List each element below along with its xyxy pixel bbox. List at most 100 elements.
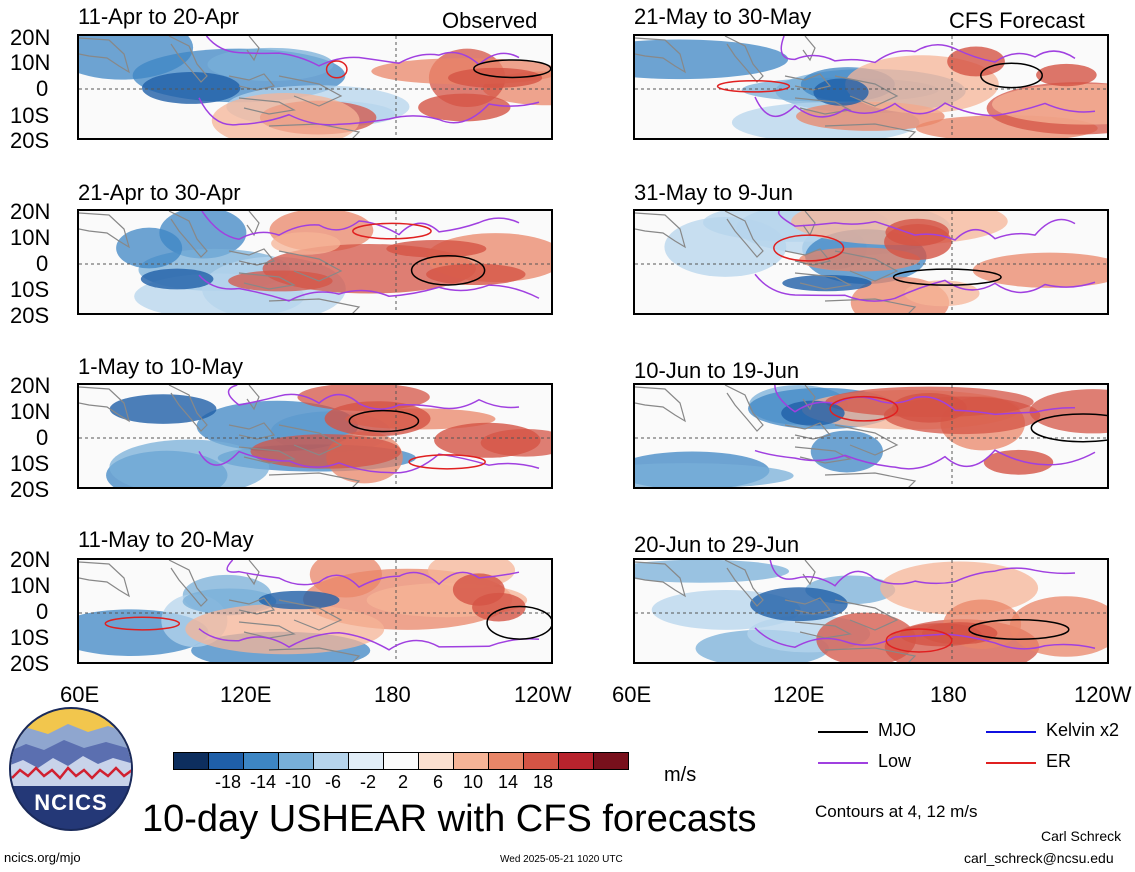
coastline: [79, 386, 130, 423]
coastline: [238, 272, 296, 290]
panel-title-right-2: 31-May to 9-Jun: [634, 180, 793, 205]
anomaly-core: [448, 67, 543, 88]
anomaly-core: [426, 263, 526, 286]
colorbar-label: 2: [397, 772, 408, 792]
anomaly-shading: [109, 439, 270, 487]
er-contour: [408, 454, 486, 470]
colorbar-swatch: [383, 752, 419, 770]
anomaly-core: [324, 401, 431, 437]
coastline: [168, 36, 208, 83]
er-contour: [325, 60, 348, 79]
anomaly-core: [983, 449, 1054, 475]
coastline: [168, 560, 208, 607]
panel-title-left-4: 11-May to 20-May: [78, 527, 254, 552]
mjo-contour: [1030, 413, 1107, 443]
colorbar-units: m/s: [664, 764, 697, 786]
anomaly-core: [781, 400, 845, 426]
colorbar-swatch: [173, 752, 209, 770]
panel-title-right-3: 10-Jun to 19-Jun: [634, 358, 800, 383]
coastline: [635, 386, 686, 423]
lat-label: 0: [36, 76, 49, 101]
anomaly-core: [418, 93, 511, 122]
mjo-contour: [892, 268, 1002, 286]
anomaly-shading: [664, 216, 787, 277]
coastline: [246, 560, 260, 586]
coastline: [724, 385, 764, 432]
coastline: [834, 599, 899, 631]
coastline: [79, 212, 130, 249]
mjo-contour: [486, 605, 551, 640]
map-panel-right-3: [633, 383, 1109, 489]
panel-title-left-3: 1-May to 10-May: [78, 354, 244, 379]
lat-label: 0: [36, 599, 49, 624]
coastline: [724, 560, 764, 607]
low-contour: [198, 628, 540, 651]
map-panel-left-4: [77, 558, 553, 664]
low-contour: [777, 211, 1076, 241]
er-contour: [829, 395, 899, 422]
anomaly-core: [947, 46, 1005, 77]
anomaly-shading: [991, 83, 1107, 125]
map-panel-right-2: [633, 209, 1109, 315]
anomaly-core: [885, 218, 950, 247]
coastline: [794, 272, 852, 290]
lat-label: 20N: [10, 199, 51, 224]
anomaly-shading: [799, 247, 921, 272]
low-contour: [226, 560, 520, 589]
colorbar-swatch: [243, 752, 279, 770]
anomaly-core: [782, 275, 872, 292]
lon-label: 60E: [60, 682, 100, 707]
anomaly-core: [258, 590, 340, 610]
map-panel-right-4: [633, 558, 1109, 664]
low-contour: [754, 449, 1096, 470]
anomaly-core: [109, 394, 217, 424]
coastline: [238, 97, 296, 115]
lon-label: 180: [374, 682, 411, 707]
anomaly-shading: [635, 560, 790, 583]
low-contour: [754, 96, 1096, 118]
coastline: [268, 298, 361, 313]
coastline: [268, 647, 361, 662]
coastline: [635, 212, 686, 249]
low-contour: [754, 273, 1096, 302]
coastline: [635, 37, 686, 74]
er-contour: [773, 234, 845, 262]
coastline: [635, 561, 686, 598]
coastline: [824, 123, 917, 138]
anomaly-shading: [1009, 596, 1107, 657]
mjo-contour: [410, 255, 486, 286]
colorbar-swatch: [593, 752, 629, 770]
colorbar-label: -14: [249, 772, 276, 792]
legend-mjo-line: [818, 731, 868, 733]
panel-title-right-1: 21-May to 30-May: [634, 4, 812, 29]
anomaly-core: [140, 268, 214, 290]
coastline: [802, 36, 816, 62]
legend-kelvin-line: [986, 731, 1036, 733]
er-contour: [885, 628, 953, 653]
colorbar-label: 18: [532, 772, 554, 792]
coastline: [238, 446, 296, 464]
lat-label: 10S: [10, 451, 50, 476]
lat-label: 20N: [10, 373, 51, 398]
anomaly-core: [1036, 63, 1097, 87]
lon-label: 120W: [1074, 682, 1132, 707]
lat-label: 10N: [10, 50, 51, 75]
mjo-contour: [473, 59, 551, 79]
legend-er-label: ER: [1046, 751, 1072, 771]
map-panel-left-1: [77, 34, 553, 140]
coastline: [246, 211, 260, 237]
anomaly-shading: [309, 560, 382, 598]
low-contour: [205, 36, 520, 67]
logo-text: NCICS: [34, 790, 108, 815]
coastline: [278, 424, 343, 456]
colorbar-swatch: [418, 752, 454, 770]
lon-label: 180: [930, 682, 967, 707]
coastline: [802, 560, 816, 586]
lat-label: 10S: [10, 625, 50, 650]
anomaly-core: [141, 72, 241, 104]
coastline: [724, 36, 764, 83]
coastline: [834, 250, 899, 282]
forecast-label: CFS Forecast: [949, 8, 1085, 33]
legend-low-line: [818, 762, 868, 764]
coastline: [824, 472, 917, 487]
